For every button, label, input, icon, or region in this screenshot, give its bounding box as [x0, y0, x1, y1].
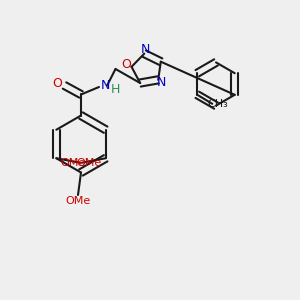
Text: O: O [52, 77, 62, 91]
Text: N: N [101, 79, 110, 92]
Text: CH₃: CH₃ [207, 99, 228, 109]
Text: OMe: OMe [77, 158, 102, 168]
Text: OMe: OMe [60, 158, 85, 168]
Text: OMe: OMe [65, 196, 91, 206]
Text: N: N [141, 43, 151, 56]
Text: H: H [111, 83, 120, 97]
Text: O: O [121, 58, 131, 71]
Text: N: N [157, 76, 166, 89]
